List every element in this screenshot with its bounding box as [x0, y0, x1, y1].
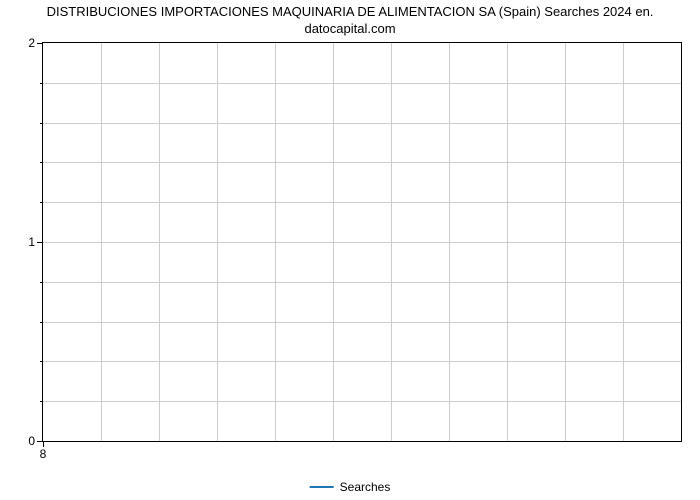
y-axis-minor-tick [40, 202, 43, 203]
grid-line-vertical [333, 43, 334, 441]
chart-title: DISTRIBUCIONES IMPORTACIONES MAQUINARIA … [0, 0, 700, 38]
grid-line-vertical [217, 43, 218, 441]
grid-line-vertical [623, 43, 624, 441]
grid-line-vertical [507, 43, 508, 441]
grid-line-horizontal [43, 401, 681, 402]
grid-line-horizontal [43, 322, 681, 323]
grid-line-horizontal [43, 242, 681, 243]
y-axis-tick-label: 1 [28, 235, 35, 249]
grid-line-horizontal [43, 162, 681, 163]
chart-legend: Searches [310, 480, 391, 494]
y-axis-minor-tick [40, 401, 43, 402]
y-axis-minor-tick [40, 83, 43, 84]
chart-title-line1: DISTRIBUCIONES IMPORTACIONES MAQUINARIA … [0, 4, 700, 21]
grid-line-vertical [275, 43, 276, 441]
grid-line-vertical [159, 43, 160, 441]
grid-line-horizontal [43, 202, 681, 203]
chart-container: DISTRIBUCIONES IMPORTACIONES MAQUINARIA … [0, 0, 700, 500]
legend-line-icon [310, 486, 334, 488]
y-axis-tick-mark [37, 43, 43, 44]
grid-line-horizontal [43, 361, 681, 362]
y-axis-tick-label: 2 [28, 36, 35, 50]
chart-title-line2: datocapital.com [0, 21, 700, 38]
legend-label: Searches [340, 480, 391, 494]
grid-line-horizontal [43, 123, 681, 124]
grid-line-horizontal [43, 282, 681, 283]
y-axis-minor-tick [40, 123, 43, 124]
grid-line-vertical [449, 43, 450, 441]
y-axis-tick-mark [37, 242, 43, 243]
y-axis-minor-tick [40, 361, 43, 362]
grid-line-vertical [391, 43, 392, 441]
y-axis-tick-label: 0 [28, 434, 35, 448]
x-axis-tick-mark [43, 441, 44, 447]
y-axis-minor-tick [40, 282, 43, 283]
y-axis-minor-tick [40, 162, 43, 163]
plot-area: 0128 [42, 42, 682, 442]
grid-line-vertical [101, 43, 102, 441]
y-axis-minor-tick [40, 322, 43, 323]
grid-line-vertical [565, 43, 566, 441]
grid-line-horizontal [43, 83, 681, 84]
x-axis-tick-label: 8 [40, 447, 47, 461]
